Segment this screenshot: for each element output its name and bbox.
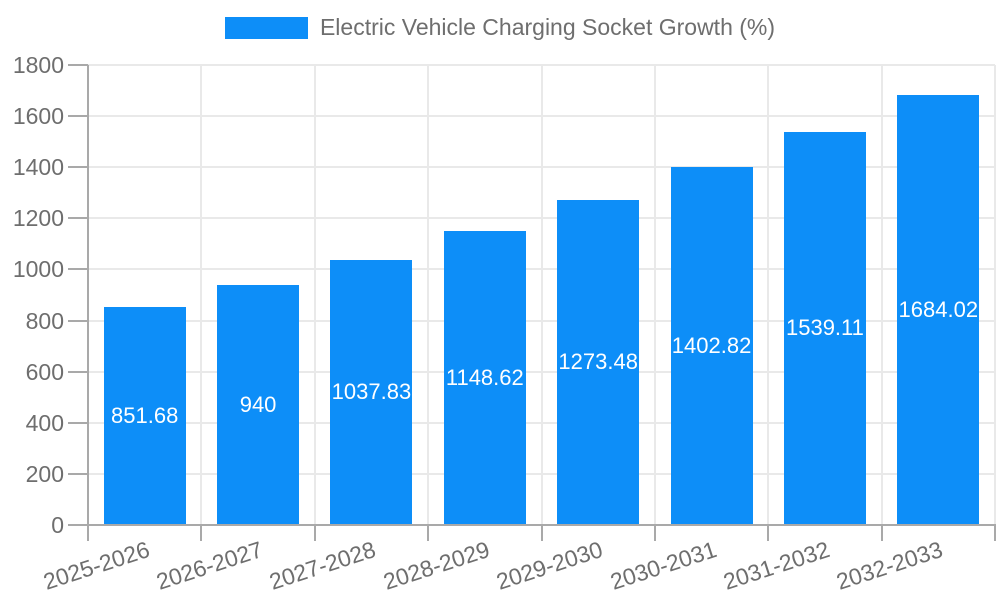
y-axis-tick-label: 1800 xyxy=(12,52,64,78)
x-gridline xyxy=(540,65,543,525)
x-axis-tick xyxy=(880,525,883,541)
x-axis-tick xyxy=(994,525,996,541)
bar[interactable]: 1273.48 xyxy=(557,199,640,525)
x-gridline xyxy=(427,65,430,525)
bar[interactable]: 1539.11 xyxy=(783,131,866,525)
y-axis-tick-label: 1400 xyxy=(12,154,64,181)
bar-value-label: 940 xyxy=(239,391,277,417)
plot-area: 851.68 940 1037.83 1148.62 1273.48 1402.82 153… xyxy=(13,53,996,595)
y-axis-tick xyxy=(68,268,88,271)
bar-value-label: 1539.11 xyxy=(785,315,864,341)
x-gridline xyxy=(313,65,316,525)
y-axis-tick xyxy=(68,524,88,526)
bar-value-label: 851.68 xyxy=(111,403,179,429)
x-axis-tick xyxy=(653,525,656,541)
y-axis-tick xyxy=(68,370,88,373)
x-gridline xyxy=(767,65,770,525)
y-axis-tick xyxy=(68,166,88,169)
bar[interactable]: 940 xyxy=(217,284,300,525)
x-axis-tick xyxy=(540,525,543,541)
y-axis-tick xyxy=(68,472,88,475)
legend[interactable]: Electric Vehicle Charging Socket Growth … xyxy=(0,14,1000,41)
bar-value-label: 1148.62 xyxy=(445,365,524,391)
legend-swatch xyxy=(224,16,308,39)
x-gridline xyxy=(994,65,996,525)
y-axis-tick-label: 1200 xyxy=(12,205,64,232)
bar-value-label: 1273.48 xyxy=(558,349,638,375)
x-gridline xyxy=(653,65,656,525)
y-axis-tick xyxy=(68,64,88,66)
x-gridline xyxy=(880,65,883,525)
y-axis-tick-label: 1600 xyxy=(12,103,64,130)
x-axis-tick xyxy=(427,525,430,541)
bar[interactable]: 1148.62 xyxy=(443,231,526,525)
y-axis-tick xyxy=(68,319,88,322)
bar-value-label: 1684.02 xyxy=(898,296,979,322)
y-axis-tick xyxy=(68,115,88,118)
bar[interactable]: 1037.83 xyxy=(330,259,413,525)
y-axis-tick-label: 600 xyxy=(25,358,64,385)
x-gridline xyxy=(200,65,203,525)
bar[interactable]: 1684.02 xyxy=(897,94,980,525)
y-axis-tick-label: 800 xyxy=(25,307,64,334)
x-axis-tick xyxy=(200,525,203,541)
x-axis-tick xyxy=(767,525,770,541)
y-axis-tick-label: 1000 xyxy=(12,256,64,283)
x-axis-tick xyxy=(313,525,316,541)
y-axis-line xyxy=(87,65,89,541)
bar-value-label: 1402.82 xyxy=(671,332,752,358)
bar-value-label: 1037.83 xyxy=(331,379,412,405)
y-axis-tick-label: 0 xyxy=(51,512,64,538)
y-axis-tick-label: 400 xyxy=(25,409,64,436)
bar[interactable]: 1402.82 xyxy=(670,166,753,525)
legend-label: Electric Vehicle Charging Socket Growth … xyxy=(319,14,776,40)
bar[interactable]: 851.68 xyxy=(103,307,186,525)
y-axis-tick xyxy=(68,421,88,424)
y-axis-tick xyxy=(68,217,88,220)
y-axis-tick-label: 200 xyxy=(25,460,64,487)
